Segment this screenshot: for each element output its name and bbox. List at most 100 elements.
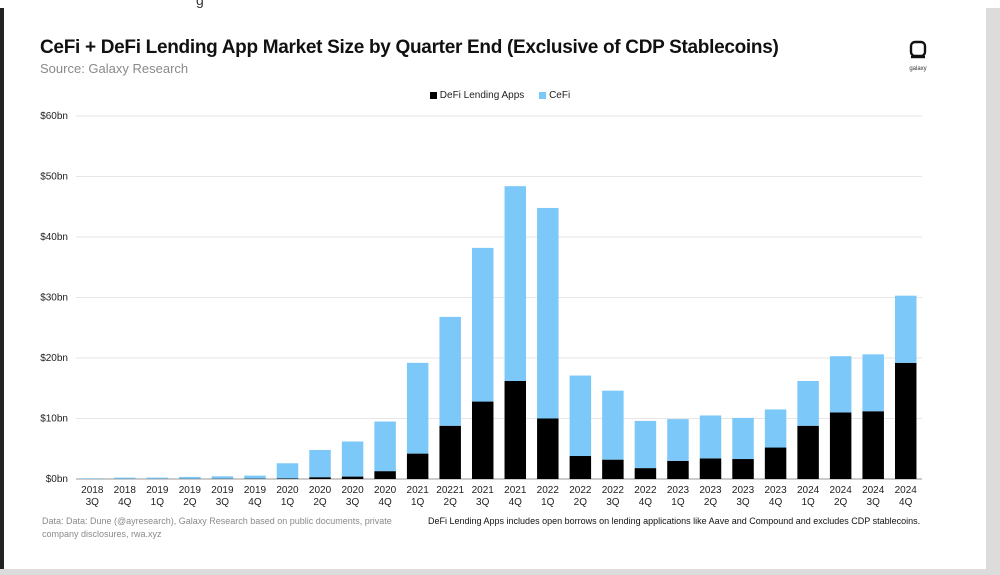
bar-defi bbox=[374, 471, 396, 479]
x-tick-year: 2019 bbox=[146, 485, 169, 496]
x-tick-year: 2024 bbox=[895, 485, 918, 496]
bottom-edge-strip bbox=[0, 569, 1000, 575]
bar-cefi bbox=[244, 475, 266, 479]
bar-cefi bbox=[829, 356, 852, 413]
x-tick-quarter: 4Q bbox=[899, 497, 913, 508]
bar-defi bbox=[439, 425, 461, 479]
x-tick-year: 2019 bbox=[211, 485, 234, 496]
footer-definition-note: DeFi Lending Apps includes open borrows … bbox=[428, 516, 921, 526]
x-tick-quarter: 4Q bbox=[509, 497, 523, 508]
y-tick-label: $50bn bbox=[40, 172, 68, 183]
y-axis-ticks: $0bn $10bn $20bn $30bn $40bn $50bn $60bn bbox=[40, 111, 68, 485]
bar-defi bbox=[602, 459, 624, 479]
x-axis-ticks: 20183Q20184Q20191Q20192Q20193Q20194Q2020… bbox=[81, 485, 917, 508]
bar-defi bbox=[764, 447, 787, 479]
bar-defi bbox=[732, 459, 754, 479]
bar-cefi bbox=[732, 417, 754, 460]
right-edge-strip bbox=[986, 0, 1000, 575]
x-tick-quarter: 2Q bbox=[574, 497, 588, 508]
x-tick-quarter: 3Q bbox=[216, 497, 230, 508]
x-tick-quarter: 3Q bbox=[476, 497, 490, 508]
bar-cefi bbox=[537, 207, 559, 419]
x-tick-year: 2023 bbox=[667, 485, 690, 496]
x-tick-year: 2019 bbox=[179, 485, 202, 496]
y-tick-label: $10bn bbox=[40, 414, 68, 425]
x-tick-year: 20221 bbox=[436, 485, 464, 496]
bar-cefi bbox=[374, 421, 396, 472]
bar-cefi bbox=[634, 420, 657, 469]
galaxy-logo-text: galaxy bbox=[909, 66, 927, 72]
bar-defi bbox=[699, 458, 722, 479]
x-tick-year: 2022 bbox=[634, 485, 657, 496]
x-tick-quarter: 4Q bbox=[118, 497, 132, 508]
bar-cefi bbox=[114, 477, 136, 479]
bar-defi bbox=[894, 362, 917, 479]
x-tick-quarter: 2Q bbox=[444, 497, 458, 508]
bar-cefi bbox=[504, 186, 527, 381]
bar-defi bbox=[341, 476, 364, 479]
bar-defi bbox=[504, 380, 527, 479]
legend-label-defi: DeFi Lending Apps bbox=[439, 90, 525, 101]
x-tick-year: 2018 bbox=[114, 485, 137, 496]
bar-cefi bbox=[211, 476, 234, 479]
bar-cefi bbox=[699, 415, 722, 459]
x-tick-year: 2020 bbox=[276, 485, 299, 496]
legend-item-cefi: CeFi bbox=[539, 90, 570, 101]
x-tick-quarter: 1Q bbox=[541, 497, 555, 508]
x-tick-year: 2021 bbox=[407, 485, 430, 496]
x-tick-year: 2020 bbox=[309, 485, 332, 496]
galaxy-logo-icon bbox=[909, 40, 927, 59]
chart-subtitle: Source: Galaxy Research bbox=[40, 61, 189, 76]
bar-cefi bbox=[862, 354, 884, 412]
bar-defi bbox=[667, 460, 689, 479]
x-tick-quarter: 1Q bbox=[151, 497, 165, 508]
x-tick-quarter: 4Q bbox=[639, 497, 653, 508]
legend-swatch-defi bbox=[429, 91, 437, 99]
x-tick-year: 2023 bbox=[699, 485, 722, 496]
y-tick-label: $0bn bbox=[46, 474, 68, 485]
bars bbox=[81, 186, 917, 479]
x-tick-year: 2022 bbox=[537, 485, 560, 496]
legend-item-defi: DeFi Lending Apps bbox=[429, 90, 525, 101]
bar-defi bbox=[634, 468, 657, 479]
x-tick-year: 2021 bbox=[504, 485, 527, 496]
bar-cefi bbox=[894, 295, 917, 363]
bar-cefi bbox=[764, 409, 787, 448]
x-tick-quarter: 2Q bbox=[183, 497, 197, 508]
bar-defi bbox=[797, 425, 819, 479]
x-tick-year: 2023 bbox=[732, 485, 755, 496]
x-tick-quarter: 3Q bbox=[736, 497, 750, 508]
bar-cefi bbox=[341, 441, 364, 477]
legend-swatch-cefi bbox=[539, 91, 547, 99]
bar-cefi bbox=[797, 380, 819, 426]
cropped-top-text-label: g bbox=[196, 0, 205, 8]
x-tick-year: 2022 bbox=[602, 485, 625, 496]
bar-cefi bbox=[602, 390, 624, 460]
x-tick-quarter: 4Q bbox=[248, 497, 262, 508]
bar-cefi bbox=[406, 362, 429, 454]
x-tick-quarter: 2Q bbox=[834, 497, 848, 508]
bar-cefi bbox=[439, 316, 461, 426]
x-tick-quarter: 1Q bbox=[411, 497, 425, 508]
x-tick-year: 2021 bbox=[472, 485, 495, 496]
x-tick-quarter: 2Q bbox=[704, 497, 718, 508]
x-tick-quarter: 2Q bbox=[313, 497, 327, 508]
x-tick-quarter: 1Q bbox=[281, 497, 295, 508]
bar-defi bbox=[276, 478, 299, 479]
x-tick-year: 2020 bbox=[374, 485, 397, 496]
bar-defi bbox=[862, 411, 884, 479]
cropped-top-text: g bbox=[0, 0, 1000, 8]
x-tick-year: 2023 bbox=[764, 485, 787, 496]
x-tick-year: 2020 bbox=[341, 485, 364, 496]
bar-defi bbox=[569, 456, 592, 479]
chart-title: CeFi + DeFi Lending App Market Size by Q… bbox=[40, 37, 779, 58]
left-edge-strip bbox=[0, 0, 4, 575]
y-tick-label: $20bn bbox=[40, 353, 68, 364]
bar-defi bbox=[406, 453, 429, 479]
x-tick-quarter: 3Q bbox=[606, 497, 620, 508]
x-tick-quarter: 1Q bbox=[801, 497, 815, 508]
legend-label-cefi: CeFi bbox=[549, 90, 571, 101]
bar-cefi bbox=[179, 476, 201, 479]
x-tick-quarter: 3Q bbox=[86, 497, 100, 508]
